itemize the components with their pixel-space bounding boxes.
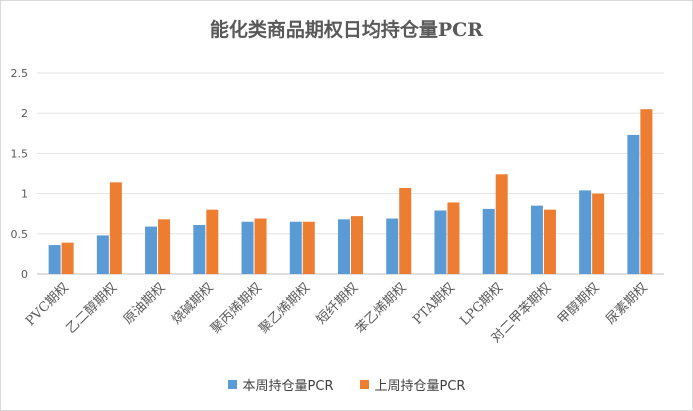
x-tick-label: LPG期权: [457, 280, 506, 329]
bar-this-week: [434, 210, 447, 274]
legend-swatch-this-week: [227, 380, 237, 389]
legend-swatch-last-week: [359, 380, 369, 389]
y-tick-label: 2.5: [11, 67, 29, 80]
y-tick-label: 0.5: [11, 228, 29, 241]
bar-last-week: [447, 202, 460, 274]
bar-last-week: [640, 109, 653, 275]
bar-this-week: [530, 205, 543, 274]
bar-this-week: [482, 208, 495, 274]
x-tick-label: 甲醇期权: [554, 280, 602, 328]
bar-last-week: [158, 219, 171, 274]
legend-label-this-week: 本周持仓量PCR: [242, 379, 334, 394]
bar-this-week: [96, 235, 109, 274]
x-tick-label: PTA期权: [410, 280, 458, 328]
bar-last-week: [206, 209, 219, 274]
bar-last-week: [495, 174, 508, 274]
x-tick-label: 聚乙烯期权: [256, 280, 313, 337]
legend-item-last-week: 上周持仓量PCR: [359, 375, 466, 394]
y-tick-label: 1: [21, 188, 28, 201]
bar-this-week: [48, 245, 61, 274]
bar-last-week: [543, 209, 556, 274]
bar-last-week: [254, 218, 267, 274]
bar-this-week: [241, 221, 254, 274]
bar-this-week: [386, 218, 399, 274]
x-tick-label: PVC期权: [22, 280, 72, 330]
x-tick-label: 短纤期权: [313, 280, 361, 328]
x-tick-label: 苯乙烯期权: [352, 280, 409, 337]
y-tick-label: 1.5: [11, 147, 29, 160]
legend-item-this-week: 本周持仓量PCR: [227, 375, 334, 394]
bar-this-week: [627, 134, 640, 274]
bar-this-week: [338, 219, 350, 274]
y-tick-label: 0: [21, 268, 28, 281]
bar-this-week: [145, 226, 158, 274]
chart-title: 能化类商品期权日均持仓量PCR: [209, 19, 484, 41]
x-tick-label: 烧碱期权: [169, 280, 217, 328]
legend: 本周持仓量PCR 上周持仓量PCR: [1, 375, 692, 394]
bar-this-week: [289, 221, 302, 274]
bar-last-week: [302, 221, 315, 274]
x-tick-label: 聚丙烯期权: [208, 280, 265, 337]
x-tick-label: 原油期权: [120, 280, 168, 328]
bar-last-week: [61, 242, 74, 274]
bar-last-week: [592, 193, 605, 274]
bar-this-week: [193, 224, 206, 274]
y-tick-label: 2: [21, 107, 28, 120]
bar-last-week: [351, 216, 363, 274]
bar-last-week: [109, 182, 122, 274]
legend-label-last-week: 上周持仓量PCR: [374, 379, 466, 394]
bar-last-week: [399, 187, 412, 274]
x-tick-label: 尿素期权: [603, 280, 651, 328]
x-tick-label: 乙二醇期权: [63, 280, 120, 337]
bar-this-week: [579, 190, 592, 274]
